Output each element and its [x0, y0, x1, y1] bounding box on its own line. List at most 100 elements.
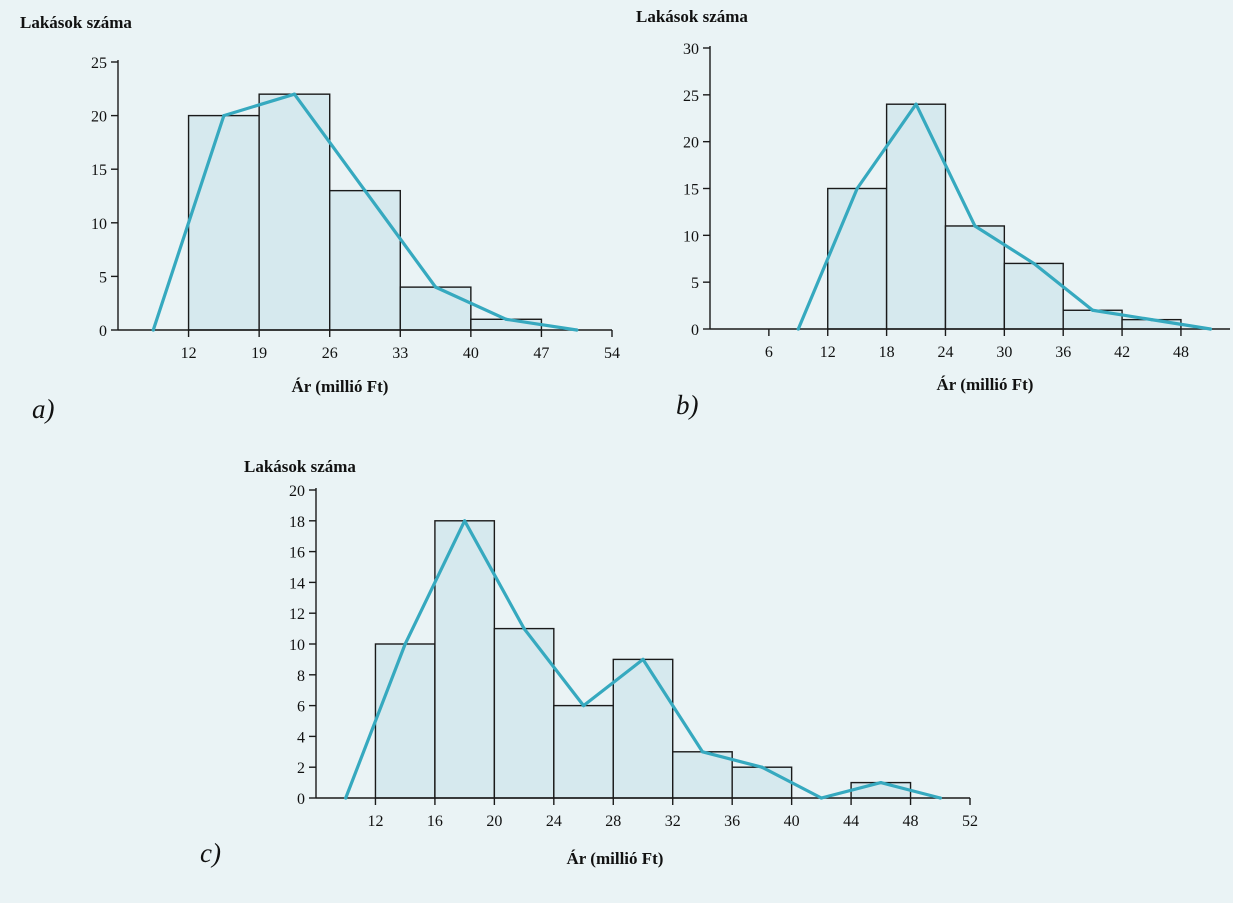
histogram-a-polygon-point: [292, 92, 297, 96]
histogram-c-x-tick-label: 20: [486, 813, 502, 830]
histogram-c-y-tick-label: 2: [297, 760, 305, 777]
histogram-c-x-tick-label: 40: [784, 813, 800, 830]
histogram-b-frequency-polygon: [796, 102, 1212, 331]
histogram-b-y-tick-label: 25: [683, 88, 699, 105]
histogram-a-y-tick-label: 15: [91, 162, 107, 179]
histogram-a-x-tick-label: 19: [251, 345, 267, 362]
histogram-b-x-tick-label: 30: [996, 344, 1012, 361]
histogram-a-bar-33-40: [399, 286, 472, 331]
histogram-a-bar-19-26: [258, 93, 331, 331]
histogram-a-x-tick-label: 26: [322, 345, 338, 362]
histogram-c-panel-label: c): [200, 838, 221, 868]
histogram-a-x-tick-label: 54: [604, 345, 620, 362]
histogram-b-polygon-point: [1032, 261, 1036, 266]
histogram-b-x-tick-label: 18: [879, 344, 895, 361]
histogram-a-y-tick-label: 5: [99, 269, 107, 286]
histogram-c-x-tick-label: 16: [427, 813, 443, 830]
histogram-b-y-tick-label: 30: [683, 41, 699, 58]
histogram-a-polygon-point: [363, 189, 367, 193]
histogram-a-x-label: Ár (millió Ft): [292, 377, 389, 396]
histogram-a-panel-label: a): [32, 394, 55, 424]
histogram-b: 0 5 10 15 20 25 30 6 12 18 24 30 36 42 48 Lakások száma…: [636, 7, 1230, 420]
histogram-a-bar-12-19: [187, 114, 260, 331]
histogram-c-y-tick-label: 12: [289, 606, 305, 623]
histogram-a-polygon-point: [575, 328, 579, 332]
histogram-c-polygon-point: [760, 765, 764, 769]
histogram-c-y-tick-label: 18: [289, 514, 305, 531]
histogram-c-bar-36-40: [731, 766, 793, 799]
histogram-b-x-tick-label: 24: [937, 344, 953, 361]
histogram-b-y-tick-label: 15: [683, 182, 699, 199]
histogram-c-x-tick-label: 52: [962, 813, 978, 830]
histogram-a-x-tick-label: 40: [463, 345, 479, 362]
histogram-b-x-tick-label: 42: [1114, 344, 1130, 361]
histogram-a-y-tick-label: 25: [91, 55, 107, 72]
histogram-a-polygon-point: [222, 114, 226, 118]
histogram-c-x-tick-label: 12: [367, 813, 383, 830]
histogram-c-y-tick-label: 4: [297, 729, 305, 746]
histogram-a-polygon-point: [151, 328, 155, 332]
histogram-b-y-tick-label: 10: [683, 228, 699, 245]
histogram-c-bar-28-32: [612, 658, 674, 799]
histogram-c-polygon-point: [641, 657, 645, 662]
histogram-b-bar-30-36: [1003, 262, 1064, 330]
histogram-c-bar-16-20: [434, 520, 496, 799]
histogram-c-x-tick-label: 36: [724, 813, 740, 830]
histogram-a-y-tick-label: 10: [91, 216, 107, 233]
histogram-b-x-tick-label: 6: [765, 344, 773, 361]
histogram-a-y-tick-label: 0: [99, 323, 107, 340]
histogram-b-polygon-point: [1091, 308, 1095, 312]
histogram-c-polygon-point: [344, 796, 348, 800]
histogram-a-x-tick-label: 47: [533, 345, 549, 362]
histogram-c-polygon-point: [879, 781, 883, 785]
histogram-c-x-tick-label: 48: [903, 813, 919, 830]
histogram-c-polygon-point: [581, 704, 586, 708]
histogram-c-polygon-point: [463, 519, 467, 523]
histogram-b-y-tick-label: 20: [683, 135, 699, 152]
histogram-b-x-label: Ár (millió Ft): [937, 375, 1034, 394]
histogram-b-y-tick-label: 5: [691, 275, 699, 292]
histogram-c-polygon-point: [819, 796, 823, 800]
histogram-a-x-tick-label: 12: [181, 345, 197, 362]
histogram-b-bar-12-18: [827, 187, 888, 330]
histogram-c-y-tick-label: 10: [289, 637, 305, 654]
histogram-c-x-label: Ár (millió Ft): [567, 849, 664, 868]
histogram-c-y-tick-label: 0: [297, 791, 305, 808]
histogram-c-polygon-point: [522, 627, 526, 631]
histogram-c-x-tick-label: 28: [605, 813, 621, 830]
histogram-b-x-tick-label: 12: [820, 344, 836, 361]
histogram-c-y-tick-label: 14: [289, 575, 305, 592]
histogram-b-x-tick-label: 36: [1055, 344, 1071, 361]
histogram-b-polygon-point: [973, 224, 977, 228]
histogram-c-bar-24-28: [553, 704, 614, 799]
histogram-c-polygon-point: [403, 642, 407, 646]
histogram-c-x-tick-label: 32: [665, 813, 681, 830]
histogram-a-y-label: Lakások száma: [20, 13, 132, 32]
histogram-a-y-tick-label: 20: [91, 109, 107, 126]
histogram-b-polygon-point: [1208, 327, 1212, 331]
histogram-b-y-label: Lakások száma: [636, 7, 748, 26]
histogram-b-polygon-point: [1149, 318, 1154, 322]
histogram-a-polygon-point: [433, 285, 438, 289]
histogram-b-panel-label: b): [676, 390, 699, 420]
histogram-a-x-tick-label: 33: [392, 345, 408, 362]
histogram-b-polygon-point: [914, 102, 918, 106]
histogram-c-y-tick-label: 8: [297, 668, 305, 685]
histogram-b-bar-18-24: [885, 103, 947, 330]
histogram-b-polygon-point: [855, 186, 859, 191]
histogram-c-y-label: Lakások száma: [244, 457, 356, 476]
histogram-c-y-tick-label: 6: [297, 699, 305, 716]
histogram-a: 0 5 10 15 20 25 12 19 26 33 40 47 54 Lakások száma Ár …: [20, 13, 620, 424]
histogram-a-polygon-point: [504, 317, 508, 321]
histogram-c-y-tick-label: 16: [289, 545, 305, 562]
histogram-c-polygon-point: [700, 750, 705, 754]
histogram-c-x-tick-label: 24: [546, 813, 562, 830]
histogram-b-polygon-point: [796, 327, 800, 331]
histogram-c-bar-44-48: [850, 781, 912, 799]
histogram-c-y-tick-label: 20: [289, 483, 305, 500]
histogram-a-bar-26-33: [329, 189, 401, 331]
histogram-b-y-tick-label: 0: [691, 322, 699, 339]
histogram-b-bar-24-30: [944, 225, 1006, 330]
histogram-c-x-tick-label: 44: [843, 813, 859, 830]
